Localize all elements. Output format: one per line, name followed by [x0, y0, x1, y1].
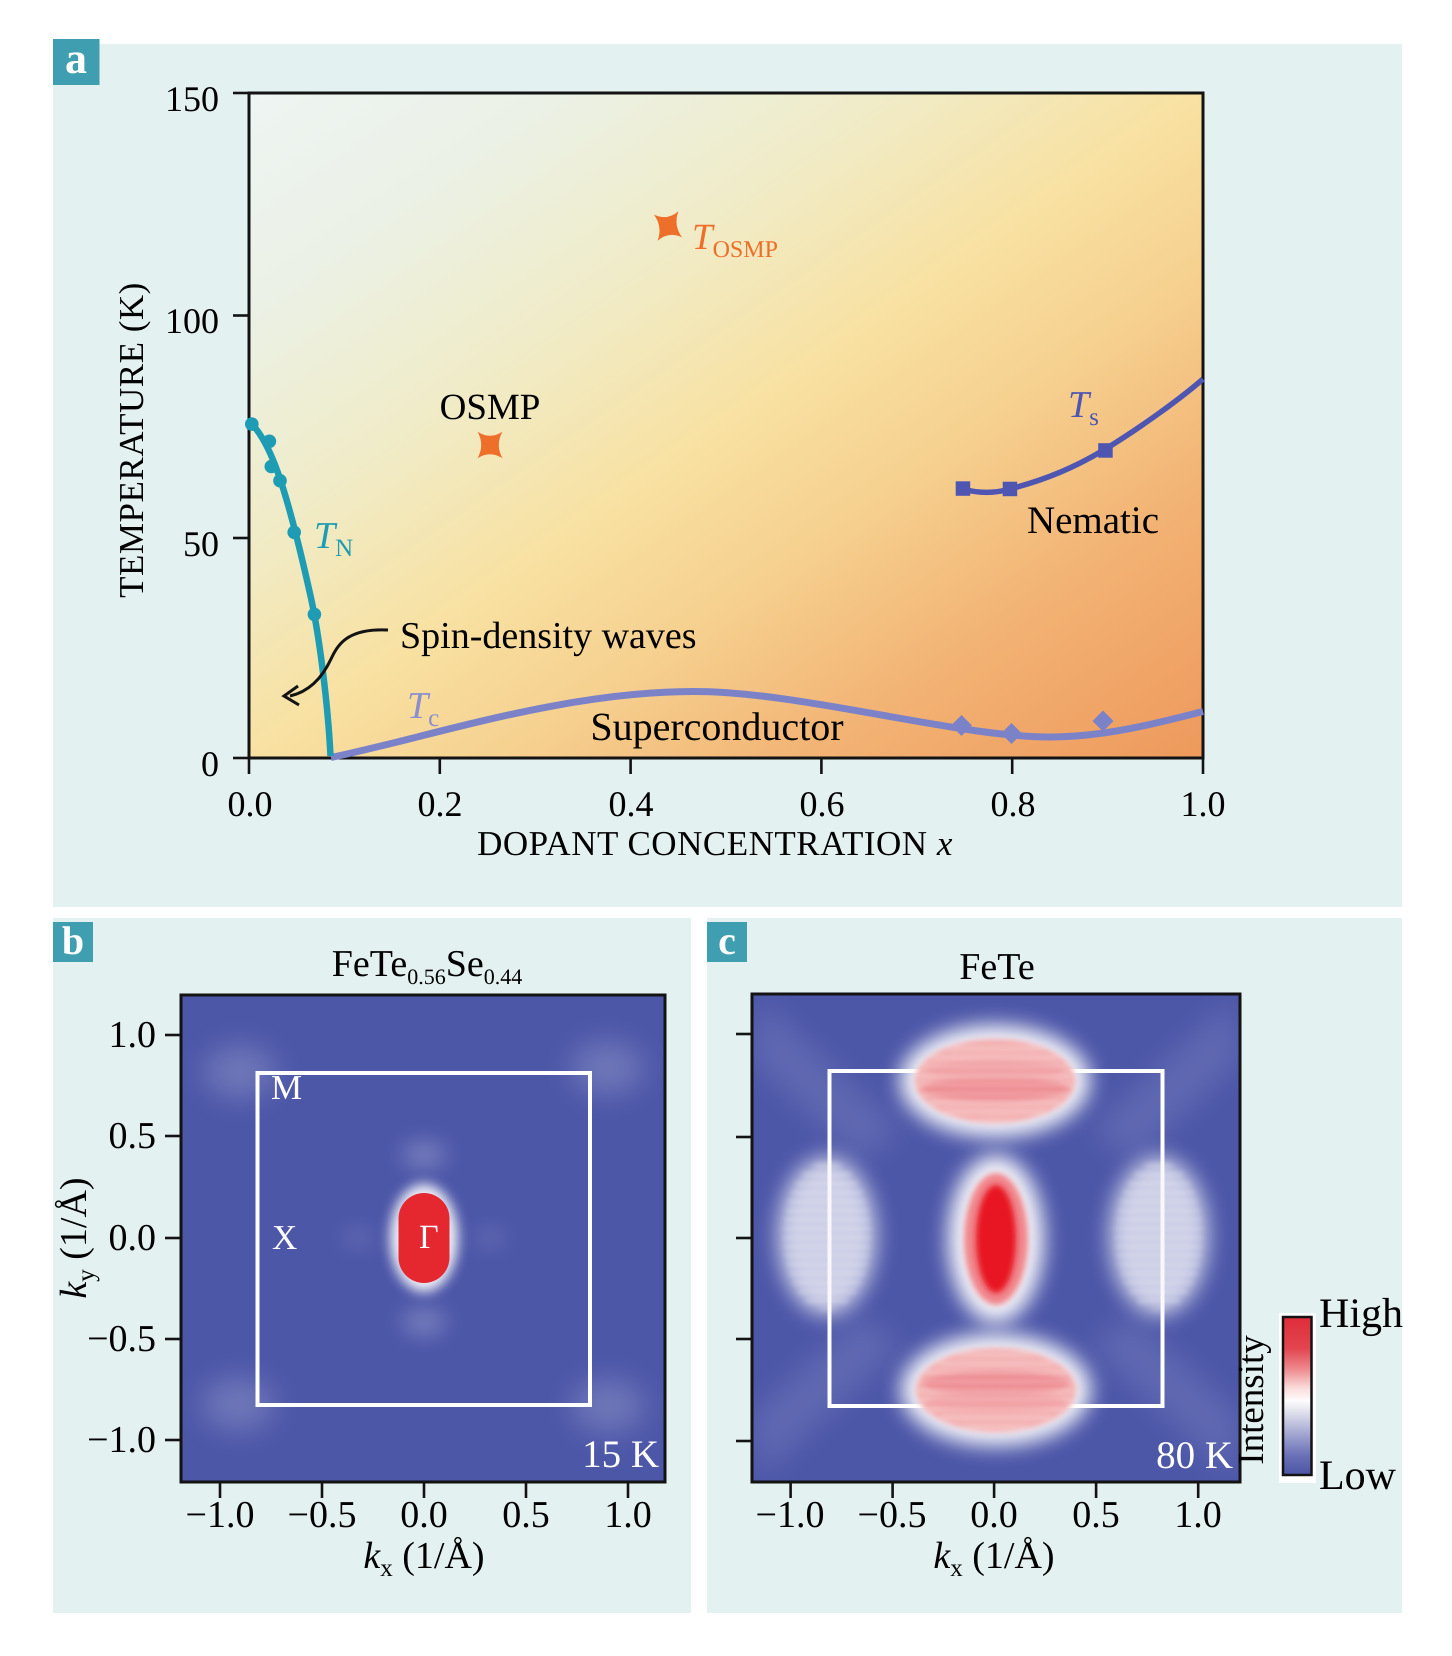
svg-text:M: M [271, 1068, 302, 1107]
svg-text:1.0: 1.0 [1181, 784, 1226, 824]
svg-text:0.0: 0.0 [400, 1494, 448, 1536]
svg-text:0.6: 0.6 [800, 784, 845, 824]
svg-text:−1.0: −1.0 [87, 1419, 156, 1461]
svg-text:c: c [718, 918, 736, 963]
svg-text:DOPANT CONCENTRATION x: DOPANT CONCENTRATION x [477, 824, 953, 863]
svg-text:Γ: Γ [419, 1219, 439, 1256]
svg-text:0.5: 0.5 [502, 1494, 550, 1536]
svg-text:kx (1/Å): kx (1/Å) [933, 1535, 1054, 1582]
svg-text:Superconductor: Superconductor [590, 704, 843, 749]
svg-text:15 K: 15 K [582, 1433, 659, 1476]
svg-text:b: b [62, 918, 84, 963]
svg-text:1.0: 1.0 [109, 1014, 157, 1056]
svg-text:−0.5: −0.5 [87, 1318, 156, 1360]
svg-text:Intensity: Intensity [1231, 1335, 1272, 1465]
svg-text:Low: Low [1319, 1453, 1397, 1499]
svg-text:−0.5: −0.5 [288, 1494, 357, 1536]
svg-text:1.0: 1.0 [1174, 1494, 1222, 1536]
svg-text:100: 100 [165, 301, 219, 341]
svg-text:TEMPERATURE (K): TEMPERATURE (K) [112, 282, 151, 598]
svg-text:50: 50 [183, 524, 219, 564]
svg-text:0.0: 0.0 [109, 1217, 157, 1259]
svg-text:ky (1/Å): ky (1/Å) [53, 1177, 100, 1298]
svg-text:0: 0 [201, 744, 219, 784]
svg-text:FeTe: FeTe [959, 946, 1034, 988]
svg-text:0.8: 0.8 [991, 784, 1036, 824]
svg-text:a: a [65, 34, 87, 83]
svg-text:−0.5: −0.5 [858, 1494, 927, 1536]
svg-text:1.0: 1.0 [604, 1494, 652, 1536]
svg-text:−1.0: −1.0 [756, 1494, 825, 1536]
svg-text:150: 150 [165, 79, 219, 119]
svg-text:0.0: 0.0 [228, 784, 273, 824]
svg-text:High: High [1319, 1291, 1403, 1337]
svg-text:−1.0: −1.0 [186, 1494, 255, 1536]
svg-text:0.2: 0.2 [418, 784, 463, 824]
svg-text:80 K: 80 K [1156, 1434, 1233, 1477]
svg-text:0.4: 0.4 [609, 784, 654, 824]
svg-text:OSMP: OSMP [440, 387, 541, 428]
svg-text:0.5: 0.5 [1072, 1494, 1120, 1536]
svg-text:Spin-density waves: Spin-density waves [400, 615, 697, 657]
svg-text:0.5: 0.5 [109, 1115, 157, 1157]
svg-text:X: X [272, 1218, 297, 1257]
svg-text:Nematic: Nematic [1027, 499, 1159, 542]
svg-text:0.0: 0.0 [970, 1494, 1018, 1536]
svg-text:kx (1/Å): kx (1/Å) [363, 1535, 484, 1582]
